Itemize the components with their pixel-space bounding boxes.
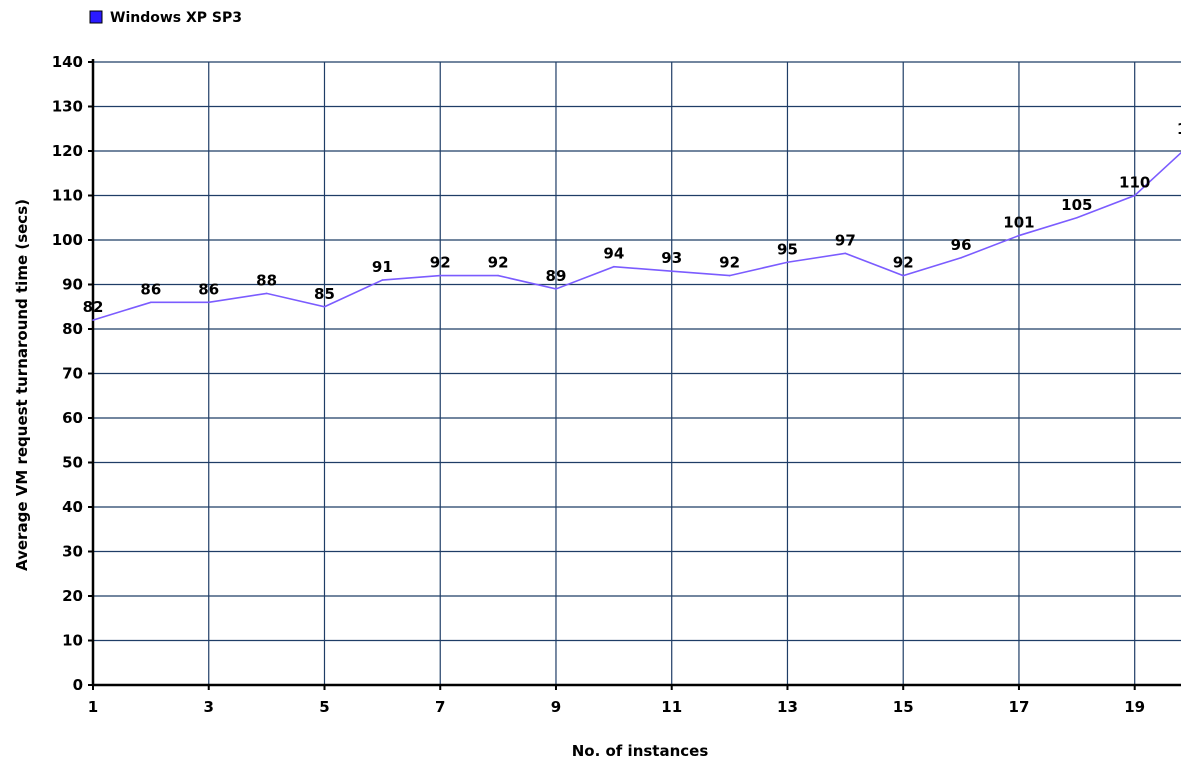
data-point [786, 261, 789, 264]
data-label: 88 [256, 271, 277, 289]
y-tick-label: 10 [62, 632, 83, 650]
y-tick-label: 20 [62, 587, 83, 605]
axes [88, 59, 1181, 690]
y-tick-label: 50 [62, 454, 83, 472]
y-tick-label: 110 [52, 187, 83, 205]
y-tick-label: 40 [62, 498, 83, 516]
data-point [497, 274, 499, 277]
data-label: 105 [1061, 196, 1092, 214]
data-label: 94 [603, 245, 624, 263]
data-labels: 82 86 86 88 85 91 92 92 89 94 93 92 95 97 92 96 101 105 11… [83, 120, 1181, 316]
grid [93, 61, 1181, 685]
x-tick-label: 5 [319, 698, 329, 716]
data-label: 82 [83, 298, 104, 316]
data-label: 96 [951, 236, 972, 254]
data-point [902, 274, 905, 277]
data-point [150, 301, 152, 304]
x-tick-label: 1 [88, 698, 98, 716]
y-axis-title: Average VM request turnaround time (secs… [13, 199, 31, 571]
x-tick-label: 13 [777, 698, 798, 716]
y-tick-label: 130 [52, 98, 83, 116]
data-point [670, 270, 673, 272]
data-point [92, 319, 94, 321]
data-point [381, 279, 384, 281]
data-label: 93 [661, 249, 682, 267]
data-point [613, 265, 615, 268]
data-point [439, 274, 442, 277]
y-tick-label: 70 [62, 365, 83, 383]
data-label: 85 [314, 285, 335, 303]
x-tick-label: 19 [1124, 698, 1145, 716]
series-layer [92, 151, 1181, 321]
series-line-windows-xp-sp3 [92, 151, 1181, 321]
y-tick-label: 140 [52, 53, 83, 71]
data-label: 89 [546, 267, 567, 285]
y-tick-labels: 0 10 20 30 40 50 60 70 80 90 100 110 120 130 140 [52, 53, 83, 694]
data-label: 97 [835, 231, 856, 249]
x-tick-labels: 1 3 5 7 9 11 13 15 17 19 [88, 698, 1145, 716]
data-label: 92 [719, 254, 740, 272]
data-point [1018, 234, 1020, 237]
x-axis-title: No. of instances [572, 742, 709, 759]
data-label: 122 [1177, 120, 1181, 138]
data-label: 101 [1003, 214, 1034, 232]
data-label: 91 [372, 258, 393, 276]
x-tick-label: 7 [435, 698, 445, 716]
data-label: 92 [430, 254, 451, 272]
data-label: 92 [488, 254, 509, 272]
y-tick-label: 0 [73, 676, 83, 694]
data-point [1076, 216, 1078, 219]
legend-label: Windows XP SP3 [110, 10, 242, 26]
y-tick-label: 80 [62, 320, 83, 338]
data-label: 86 [140, 280, 161, 298]
data-point [1133, 194, 1136, 197]
data-point [555, 288, 557, 290]
data-point [323, 305, 326, 308]
x-tick-label: 15 [893, 698, 914, 716]
legend-swatch [89, 10, 103, 24]
y-tick-label: 60 [62, 409, 83, 427]
data-label: 110 [1119, 174, 1150, 192]
data-point [265, 292, 268, 295]
data-point [207, 301, 210, 304]
data-label: 92 [893, 254, 914, 272]
data-point [960, 257, 962, 259]
y-tick-label: 100 [52, 231, 83, 249]
data-label: 95 [777, 240, 798, 258]
x-tick-label: 11 [661, 698, 682, 716]
x-tick-label: 9 [551, 698, 561, 716]
y-tick-label: 90 [62, 276, 83, 294]
x-tick-label: 17 [1009, 698, 1030, 716]
y-tick-label: 30 [62, 543, 83, 561]
legend: Windows XP SP3 [89, 10, 242, 26]
data-point [728, 274, 731, 277]
data-point [844, 252, 847, 255]
x-tick-label: 3 [204, 698, 214, 716]
data-label: 86 [198, 280, 219, 298]
y-tick-label: 120 [52, 142, 83, 160]
